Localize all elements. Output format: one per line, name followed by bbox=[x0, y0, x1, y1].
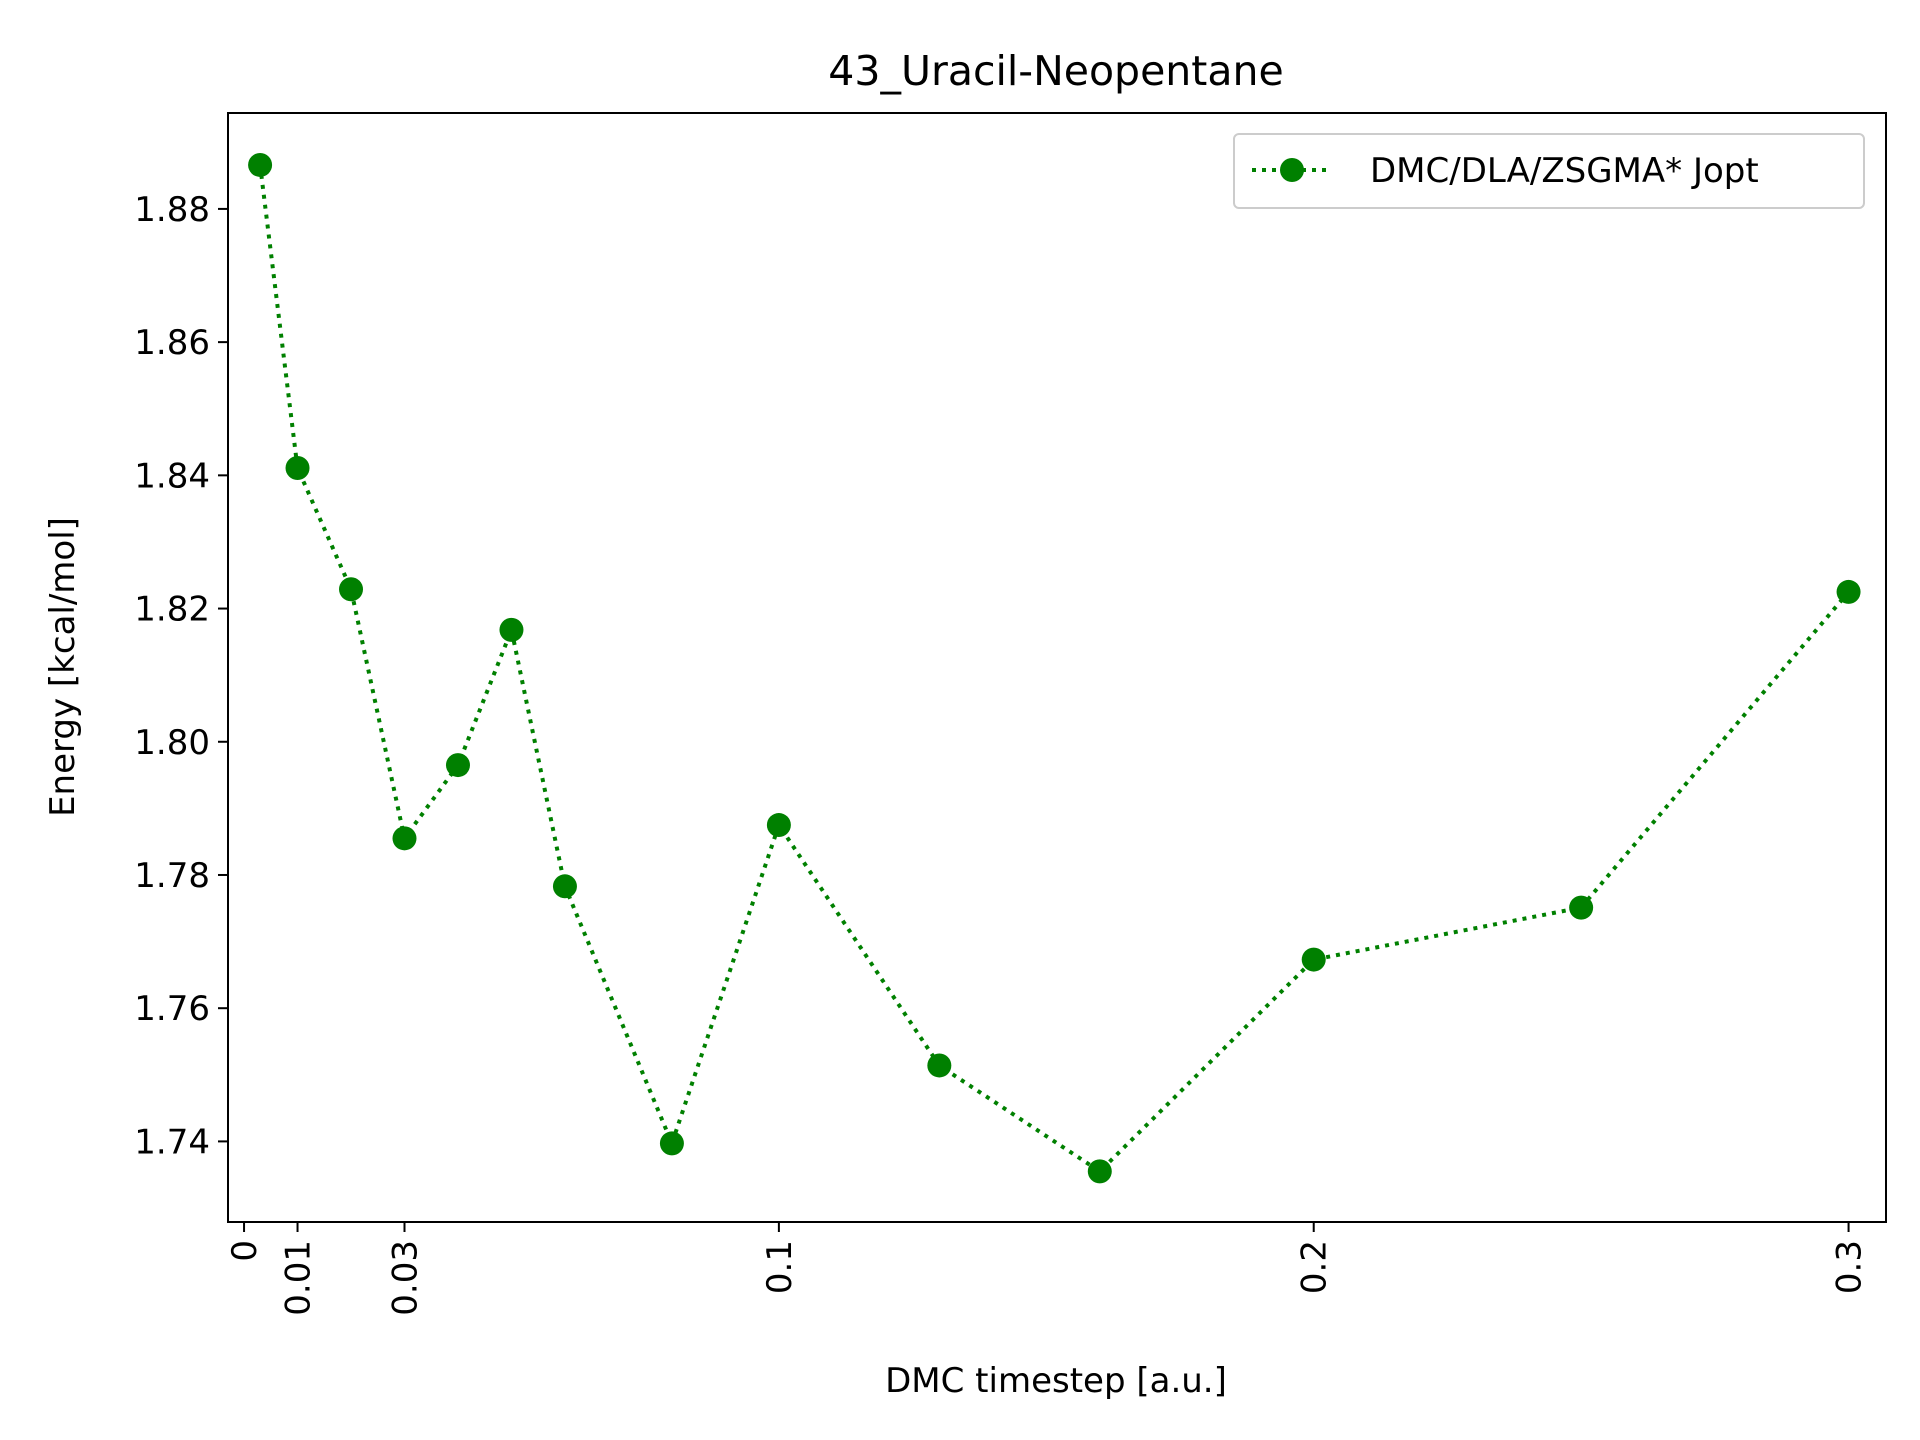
y-tick-label: 1.86 bbox=[134, 323, 210, 363]
legend: DMC/DLA/ZSGMA* Jopt bbox=[1233, 133, 1865, 209]
data-point bbox=[1836, 579, 1861, 604]
x-tick-label: 0 bbox=[225, 1240, 265, 1262]
data-point bbox=[1301, 947, 1326, 972]
data-point bbox=[1087, 1159, 1112, 1184]
x-tick-label: 0.1 bbox=[760, 1240, 800, 1294]
y-tick-label: 1.84 bbox=[134, 456, 210, 496]
y-tick-label: 1.74 bbox=[134, 1122, 210, 1162]
axes-frame bbox=[227, 112, 1887, 1223]
data-point bbox=[766, 813, 791, 838]
legend-frame bbox=[1233, 133, 1865, 209]
y-tick-label: 1.80 bbox=[134, 723, 210, 763]
legend-entry-label: DMC/DLA/ZSGMA* Jopt bbox=[1370, 151, 1759, 191]
data-point bbox=[445, 753, 470, 778]
plot-area bbox=[248, 152, 1861, 1184]
data-point bbox=[927, 1053, 952, 1078]
x-tick-label: 0.01 bbox=[279, 1240, 319, 1316]
x-tick-label: 0.2 bbox=[1295, 1240, 1335, 1294]
data-point bbox=[1569, 895, 1594, 920]
x-axis: 0 0.01 0.03 0.1 0.2 0.3 bbox=[225, 1222, 1870, 1316]
data-point bbox=[248, 152, 273, 177]
data-point bbox=[285, 456, 310, 481]
x-tick-label: 0.3 bbox=[1830, 1240, 1870, 1294]
data-point bbox=[552, 874, 577, 899]
x-tick-label: 0.03 bbox=[385, 1240, 425, 1316]
data-point bbox=[392, 826, 417, 851]
y-tick-label: 1.82 bbox=[134, 590, 210, 630]
y-tick-label: 1.78 bbox=[134, 856, 210, 896]
chart-title: 43_Uracil-Neopentane bbox=[828, 47, 1283, 95]
data-point bbox=[339, 577, 364, 602]
data-point bbox=[659, 1131, 684, 1156]
x-axis-label: DMC timestep [a.u.] bbox=[885, 1361, 1227, 1401]
series-line bbox=[258, 164, 1851, 1174]
legend-marker bbox=[1280, 158, 1304, 182]
y-tick-label: 1.76 bbox=[134, 989, 210, 1029]
y-axis-label: Energy [kcal/mol] bbox=[43, 517, 83, 817]
y-tick-label: 1.88 bbox=[134, 190, 210, 230]
data-point bbox=[499, 617, 524, 642]
y-axis: 1.74 1.76 1.78 1.80 1.82 1.84 1.86 1.88 bbox=[134, 190, 228, 1162]
